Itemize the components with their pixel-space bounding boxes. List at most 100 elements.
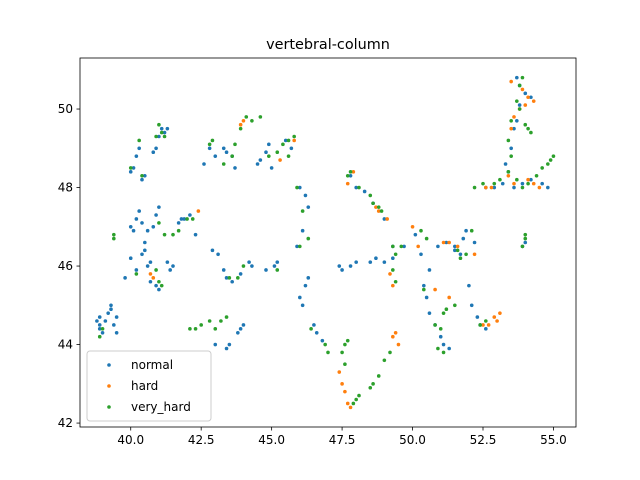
data-point-normal bbox=[188, 213, 192, 217]
data-point-normal bbox=[224, 276, 229, 280]
data-point-hard bbox=[385, 217, 389, 221]
data-point-hard bbox=[489, 185, 494, 190]
data-point-hard bbox=[391, 283, 395, 288]
data-point-very-hard bbox=[154, 134, 158, 139]
x-tick-label: 47.5 bbox=[329, 433, 356, 447]
data-point-normal bbox=[224, 150, 229, 155]
y-tick-label: 48 bbox=[58, 181, 73, 195]
data-point-normal bbox=[267, 142, 271, 147]
data-point-very-hard bbox=[343, 362, 347, 366]
x-tick-label: 40.0 bbox=[117, 433, 144, 447]
data-point-very-hard bbox=[517, 83, 522, 88]
data-point-normal bbox=[546, 185, 550, 190]
data-point-very-hard bbox=[393, 279, 398, 284]
data-point-normal bbox=[151, 150, 156, 155]
data-point-very-hard bbox=[393, 252, 398, 257]
axes: 40.0 42.5 45.0 47.5 50.0 52.5 55.0 42 44 46 48 50 bbox=[58, 57, 577, 447]
data-point-very-hard bbox=[345, 338, 350, 343]
data-point-normal bbox=[447, 346, 451, 351]
data-point-normal bbox=[512, 185, 516, 190]
data-point-normal bbox=[157, 134, 161, 139]
data-point-normal bbox=[340, 268, 344, 272]
data-point-very-hard bbox=[540, 166, 544, 170]
data-point-normal bbox=[97, 323, 102, 327]
data-point-hard bbox=[292, 138, 296, 143]
data-point-very-hard bbox=[509, 119, 513, 123]
data-point-normal bbox=[233, 166, 237, 170]
data-point-hard bbox=[495, 319, 499, 323]
data-point-very-hard bbox=[345, 173, 350, 178]
data-point-hard bbox=[455, 244, 460, 249]
data-point-very-hard bbox=[185, 217, 189, 221]
data-point-normal bbox=[312, 323, 316, 327]
data-point-hard bbox=[512, 115, 516, 119]
data-point-normal bbox=[157, 205, 161, 209]
data-point-very-hard bbox=[523, 236, 528, 241]
data-point-very-hard bbox=[517, 107, 522, 111]
data-point-very-hard bbox=[286, 154, 291, 158]
data-point-very-hard bbox=[492, 181, 497, 186]
data-point-normal bbox=[461, 236, 466, 241]
data-point-very-hard bbox=[193, 327, 198, 331]
data-point-normal bbox=[523, 91, 528, 96]
data-point-normal bbox=[112, 323, 116, 327]
data-point-normal bbox=[165, 260, 170, 264]
data-point-hard bbox=[509, 126, 513, 131]
data-point-normal bbox=[391, 256, 395, 261]
data-point-normal bbox=[295, 244, 299, 249]
data-point-hard bbox=[486, 323, 491, 327]
data-point-very-hard bbox=[424, 236, 429, 241]
legend-marker-normal bbox=[107, 363, 111, 367]
data-point-normal bbox=[441, 342, 446, 347]
data-point-very-hard bbox=[368, 385, 373, 390]
y-tick-label: 50 bbox=[58, 102, 73, 116]
data-point-normal bbox=[154, 213, 158, 217]
data-point-hard bbox=[526, 177, 530, 182]
data-point-very-hard bbox=[281, 142, 285, 147]
data-point-normal bbox=[289, 146, 294, 151]
data-point-normal bbox=[306, 276, 311, 280]
data-point-very-hard bbox=[506, 170, 511, 174]
x-tick-label: 42.5 bbox=[188, 433, 215, 447]
data-point-hard bbox=[531, 99, 536, 103]
data-point-normal bbox=[145, 228, 150, 233]
legend-label-normal: normal bbox=[131, 358, 173, 372]
data-point-normal bbox=[179, 217, 184, 221]
data-point-very-hard bbox=[298, 244, 302, 249]
data-point-normal bbox=[123, 276, 127, 280]
data-point-hard bbox=[520, 87, 525, 92]
data-point-hard bbox=[472, 252, 477, 257]
series-hard bbox=[148, 79, 542, 410]
data-point-normal bbox=[402, 244, 406, 249]
data-point-normal bbox=[348, 264, 353, 268]
data-point-very-hard bbox=[357, 393, 361, 398]
data-point-hard bbox=[531, 181, 536, 186]
data-point-normal bbox=[374, 256, 378, 261]
data-point-hard bbox=[345, 181, 350, 186]
data-point-normal bbox=[272, 264, 277, 268]
data-point-normal bbox=[238, 272, 243, 276]
data-point-normal bbox=[213, 154, 218, 158]
data-point-very-hard bbox=[323, 342, 327, 347]
x-tick-label: 55.0 bbox=[540, 433, 567, 447]
data-point-normal bbox=[264, 150, 268, 155]
data-point-normal bbox=[171, 264, 175, 268]
data-point-normal bbox=[300, 303, 305, 308]
data-point-very-hard bbox=[371, 201, 375, 206]
data-point-normal bbox=[517, 103, 522, 107]
data-point-very-hard bbox=[546, 162, 550, 166]
data-point-normal bbox=[438, 334, 443, 339]
data-point-very-hard bbox=[162, 232, 167, 237]
data-point-very-hard bbox=[309, 327, 313, 331]
data-point-normal bbox=[213, 342, 218, 347]
data-point-hard bbox=[410, 225, 415, 229]
data-point-normal bbox=[131, 166, 136, 170]
data-point-hard bbox=[337, 370, 342, 374]
data-point-normal bbox=[320, 338, 325, 343]
data-point-very-hard bbox=[219, 319, 223, 323]
data-point-very-hard bbox=[464, 252, 468, 257]
data-point-normal bbox=[475, 315, 480, 319]
data-point-very-hard bbox=[275, 150, 280, 155]
data-point-normal bbox=[103, 319, 108, 323]
data-point-very-hard bbox=[481, 181, 485, 186]
